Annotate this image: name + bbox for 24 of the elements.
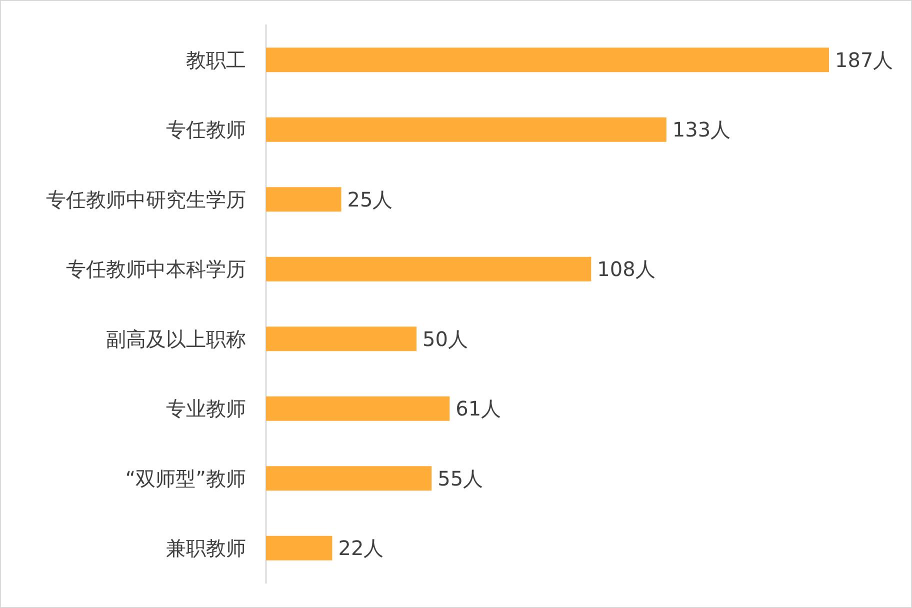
data-label: 55人 [438,466,484,490]
bar [266,187,342,212]
y-tick-label: 兼职教师 [166,536,246,560]
data-label: 61人 [456,396,502,421]
bar [266,326,417,352]
data-label: 50人 [422,326,468,351]
bar [266,117,666,142]
y-tick-label: 专任教师中研究生学历 [46,187,246,212]
bar [266,536,332,560]
y-tick-label: “双师型”教师 [125,466,246,490]
y-tick-label: 副高及以上职称 [106,326,246,351]
y-tick-label: 专业教师 [166,396,246,421]
data-label: 108人 [597,257,656,282]
bar [266,48,829,72]
bar [266,466,432,491]
data-label: 187人 [835,48,894,72]
bar [266,396,450,421]
data-label: 133人 [672,118,731,142]
bar [266,256,592,282]
y-tick-label: 教职工 [186,48,246,72]
y-tick-label: 专任教师中本科学历 [66,257,246,282]
y-tick-label: 专任教师 [166,118,246,142]
data-label: 25人 [347,187,393,212]
data-label: 22人 [338,536,384,560]
